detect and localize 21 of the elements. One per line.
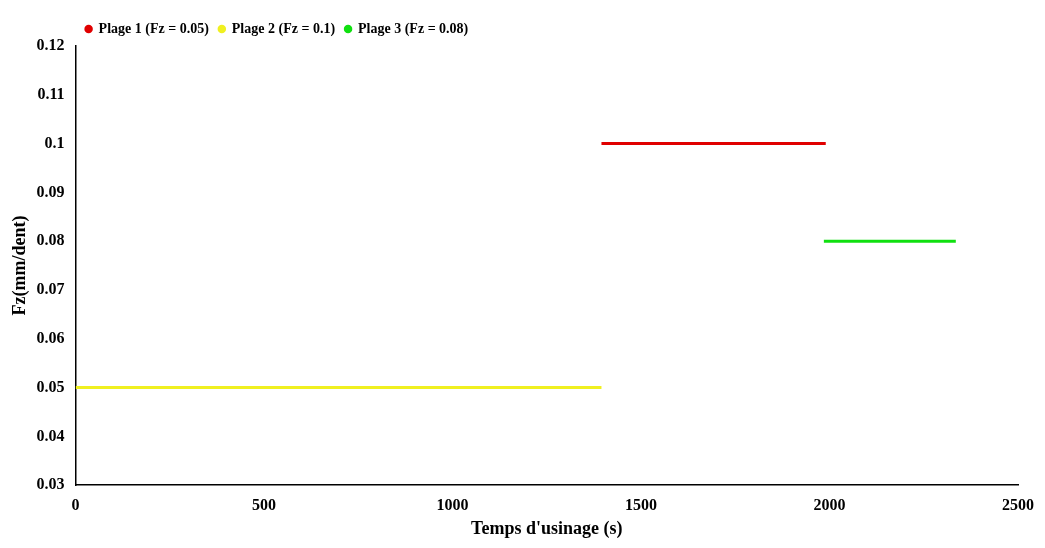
- legend-label: Plage 1 (Fz = 0.05): [98, 20, 210, 37]
- x-tick-label: 2500: [1002, 495, 1034, 513]
- legend-label: Plage 2 (Fz = 0.1): [231, 20, 336, 37]
- x-tick-label: 1500: [625, 495, 658, 513]
- y-tick-label: 0.09: [36, 182, 65, 200]
- y-tick-label: 0.12: [36, 36, 65, 54]
- x-axis-title: Temps d'usinage (s): [471, 517, 623, 539]
- legend-label: Plage 3 (Fz = 0.08): [358, 20, 469, 37]
- y-tick-label: 0.1: [44, 133, 65, 151]
- y-tick-label: 0.06: [36, 328, 65, 346]
- y-tick-label: 0.04: [36, 426, 65, 444]
- y-tick-label: 0.07: [36, 280, 65, 298]
- y-tick-label: 0.08: [36, 231, 65, 249]
- y-tick-label: 0.11: [37, 84, 65, 102]
- y-axis-title: Fz(mm/dent): [9, 215, 31, 316]
- y-tick-label: 0.05: [36, 377, 65, 395]
- x-tick-label: 500: [252, 495, 277, 513]
- x-tick-label: 1000: [436, 495, 469, 513]
- x-tick-label: 0: [71, 495, 80, 513]
- x-tick-label: 2000: [813, 495, 846, 513]
- y-tick-label: 0.03: [36, 475, 65, 493]
